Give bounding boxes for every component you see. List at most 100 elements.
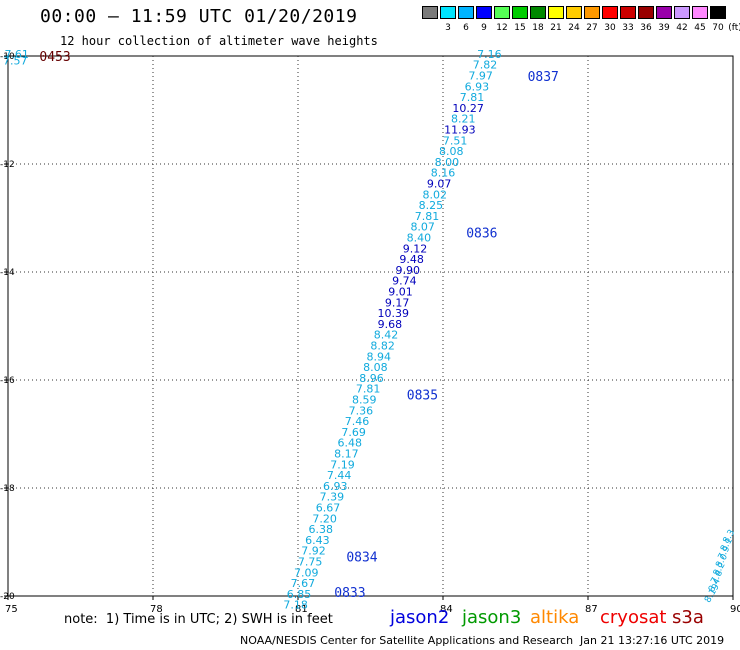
colorbar-label: 39 (658, 23, 670, 33)
wave-height-value: 7.51 (443, 134, 468, 147)
colorbar-swatch (458, 6, 474, 19)
wave-height-value: 7.36 (349, 404, 374, 417)
wave-height-value: 7.61 (4, 48, 29, 61)
wave-height-value: 7.44 (327, 469, 352, 482)
pass-time-label: 0835 (407, 389, 438, 404)
wave-height-value: 8.94 (366, 350, 391, 363)
generation-timestamp: Jan 21 13:27:16 UTC 2019 (580, 634, 725, 647)
colorbar-label: 33 (622, 23, 634, 33)
lon-tick-label: 78 (150, 604, 163, 615)
wave-height-value: 7.46 (345, 415, 370, 428)
wave-height-value: 8.16 (431, 167, 456, 180)
colorbar-label: 21 (550, 23, 562, 33)
wave-height-value: 9.48 (399, 253, 424, 266)
wave-height-value: 8.07 (410, 221, 435, 234)
colorbar-label: 3 (445, 23, 451, 33)
colorbar-label: 6 (463, 23, 469, 33)
time-labels: 0453 0837 0836 0835 0834 0833 (39, 50, 558, 601)
colorbar-label: 15 (514, 23, 526, 33)
wave-height-value: 6.38 (308, 523, 333, 536)
colorbar-swatch (530, 6, 546, 19)
lon-tick-label: 87 (585, 604, 598, 615)
wave-height-value: 7.81 (356, 383, 381, 396)
wave-height-value: 9.12 (403, 242, 428, 255)
colorbar-swatch (476, 6, 492, 19)
lon-tick-label: 81 (295, 604, 308, 615)
colorbar-swatch (638, 6, 654, 19)
pass-time-label: 0453 (39, 50, 70, 65)
wave-height-track: 7.617.57 7.167.827.976.937.8110.278.2111.… (3, 48, 502, 612)
lat-tick-label: -14 (0, 268, 15, 278)
colorbar-swatch (422, 6, 438, 19)
wave-height-value: 7.57 (3, 54, 28, 67)
colorbar-label: 70 (712, 23, 724, 33)
wave-height-value: 8.42 (374, 329, 399, 342)
mission-jason3: jason3 (462, 607, 522, 628)
wave-height-value: 8.40 (407, 232, 432, 245)
lat-tick-label: -20 (0, 592, 15, 602)
colorbar-swatch (710, 6, 726, 19)
colorbar-swatch (602, 6, 618, 19)
wave-height-value: 7.81 (460, 91, 485, 104)
edge-track: 8.38.17.98.08.27.88.48.19 (703, 528, 737, 605)
wave-height-value: 8.25 (419, 199, 444, 212)
mission-altika: altika (530, 607, 580, 628)
colorbar-label: 18 (532, 23, 544, 33)
wave-height-value: 9.68 (378, 318, 403, 331)
lon-tick-label: 90 (730, 604, 740, 615)
wave-height-value: 7.75 (298, 556, 323, 569)
colorbar-swatch (494, 6, 510, 19)
lat-tick-label: -18 (0, 484, 15, 494)
footer-note: note: 1) Time is in UTC; 2) SWH is in fe… (64, 612, 333, 627)
colorbar-label: 45 (694, 23, 706, 33)
colorbar-label: 9 (481, 23, 487, 33)
wave-height-value: 7.82 (473, 59, 498, 72)
wave-height-value: 10.39 (377, 307, 409, 320)
lon-tick-label: 75 (5, 604, 18, 615)
pass-time-label: 0837 (528, 70, 559, 85)
wave-height-value: 7.39 (320, 491, 345, 504)
wave-height-value: 7.81 (415, 210, 440, 223)
lat-tick-label: -16 (0, 376, 15, 386)
colorbar-label: 24 (568, 23, 580, 33)
wave-height-value: 6.93 (323, 480, 348, 493)
wave-height-value: 8.21 (451, 113, 476, 126)
colorbar-swatch (548, 6, 564, 19)
mission-cryosat: cryosat (600, 607, 667, 628)
map-subtitle: 12 hour collection of altimeter wave hei… (60, 34, 378, 48)
wave-height-value: 7.16 (477, 48, 502, 61)
wave-height-value: 7.18 (283, 599, 308, 612)
map-title: 00:00 – 11:59 UTC 01/20/2019 (40, 6, 358, 27)
wave-height-value: 10.27 (452, 102, 484, 115)
colorbar-label: 27 (586, 23, 598, 33)
wave-height-value: 11.93 (444, 124, 476, 137)
wave-height-value: 8.08 (439, 145, 464, 158)
lat-tick-label: -12 (0, 160, 15, 170)
wave-height-value: 6.93 (465, 80, 490, 93)
colorbar-swatch (440, 6, 456, 19)
mission-jason2: jason2 (390, 607, 450, 628)
lon-tick-label: 84 (440, 604, 453, 615)
mission-s3a: s3a (672, 607, 704, 628)
wave-height-value: 8.96 (359, 372, 384, 385)
wave-height-value: 9.74 (392, 275, 417, 288)
colorbar-swatch (674, 6, 690, 19)
wave-height-value: 6.67 (316, 502, 341, 515)
wave-height-value: 8.82 (370, 340, 395, 353)
wave-height-value: 8.59 (352, 394, 377, 407)
map-frame (7, 55, 734, 597)
colorbar-swatch (566, 6, 582, 19)
wave-height-value: 8.00 (435, 156, 460, 169)
colorbar-swatch (656, 6, 672, 19)
wave-height-value: 7.92 (301, 545, 326, 558)
wave-height-value: 7.69 (341, 426, 366, 439)
wave-height-value: 7.97 (468, 70, 493, 83)
wave-height-value: 6.85 (287, 588, 312, 601)
colorbar-swatch (512, 6, 528, 19)
wave-height-value: 7.09 (294, 566, 319, 579)
wave-height-value: 8.02 (423, 188, 448, 201)
wave-height-value: 9.90 (395, 264, 420, 277)
axis-ticks: 75 78 81 84 87 90 -10 -12 -14 -16 -18 -20 (0, 52, 740, 615)
wave-height-value: 9.01 (388, 286, 413, 299)
colorbar-label: 36 (640, 23, 652, 33)
